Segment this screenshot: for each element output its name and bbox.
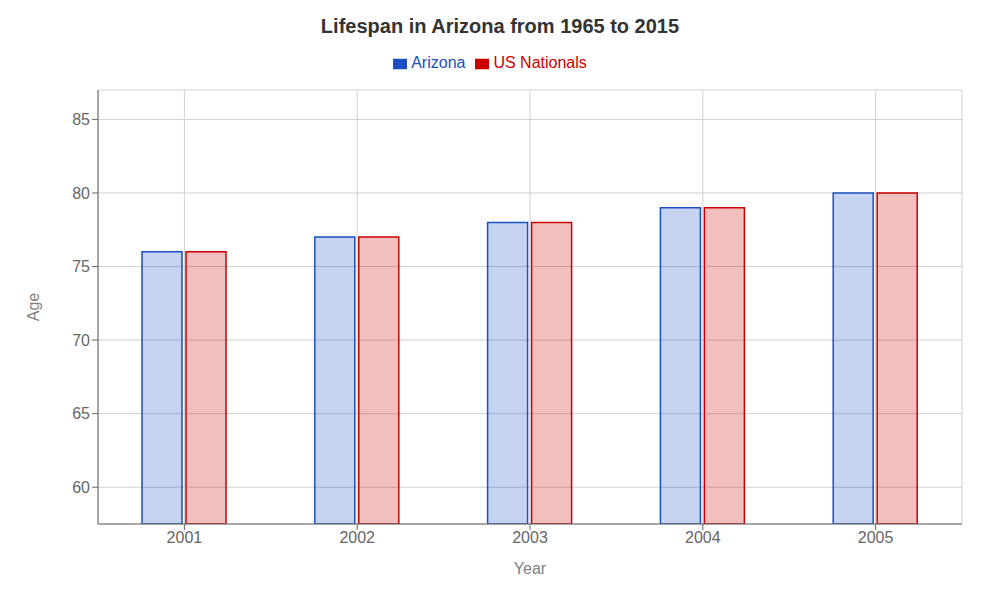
svg-text:80: 80 [72, 185, 90, 202]
svg-text:2002: 2002 [339, 529, 375, 546]
svg-text:2005: 2005 [858, 529, 894, 546]
svg-text:2004: 2004 [685, 529, 721, 546]
svg-text:75: 75 [72, 258, 90, 275]
svg-text:2003: 2003 [512, 529, 548, 546]
html-text:US Nationals: US Nationals [493, 54, 587, 71]
svg-text:65: 65 [72, 405, 90, 422]
svg-text:60: 60 [72, 479, 90, 496]
svg-text:Age: Age [25, 293, 42, 322]
html-text:Arizona: Arizona [411, 54, 466, 71]
svg-text:Year: Year [514, 560, 547, 577]
svg-text:2001: 2001 [167, 529, 203, 546]
svg-text:85: 85 [72, 111, 90, 128]
html-text:Lifespan in Arizona from 1965: Lifespan in Arizona from 1965 to 2015 [320, 15, 680, 37]
svg-text:70: 70 [72, 332, 90, 349]
